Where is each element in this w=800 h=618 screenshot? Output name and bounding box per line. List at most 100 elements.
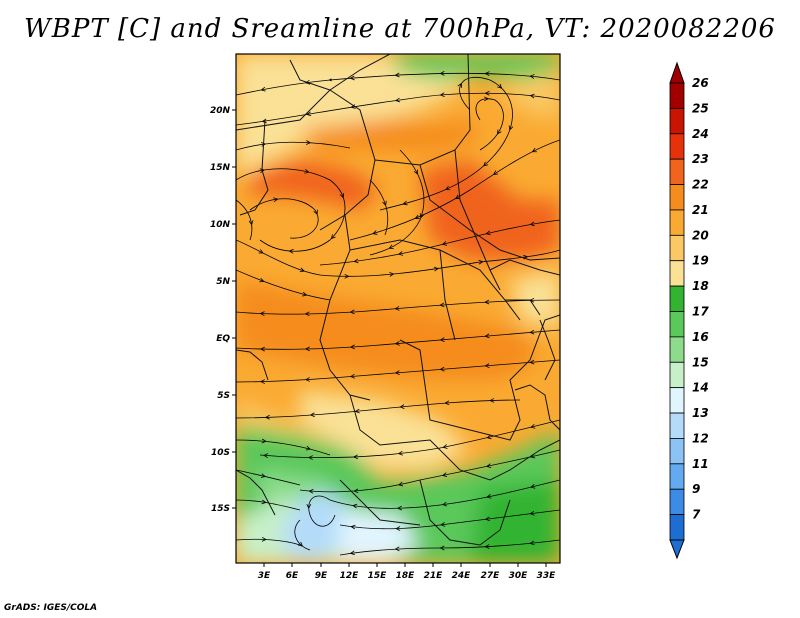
colorbar-label: 19 <box>692 254 709 268</box>
streamline-arrow <box>489 398 495 403</box>
streamlines <box>236 71 560 556</box>
colorbar-swatch <box>669 438 685 465</box>
map-frame <box>235 53 561 564</box>
streamline-arrow <box>382 200 387 206</box>
streamline-arrow <box>273 197 278 202</box>
colorbar-label: 21 <box>692 203 709 217</box>
streamline-arrow <box>261 499 267 505</box>
streamline-arrow <box>529 359 535 365</box>
lon-tick-label: 30E <box>509 571 529 581</box>
streamline-arrow <box>397 505 403 511</box>
streamline-arrow <box>260 346 265 352</box>
latitude-axis: 20N 15N 10N 5N EQ 5S 10S 15S <box>210 106 236 514</box>
colorbar-label: 14 <box>692 381 709 395</box>
colorbar-label: 11 <box>692 457 709 471</box>
longitude-axis: 3E 6E 9E 12E 15E 18E 21E 24E 27E 30E 33E <box>258 563 556 581</box>
lon-tick-label: 12E <box>340 571 360 581</box>
streamline-arrow <box>350 524 356 530</box>
streamline-arrow <box>440 71 445 76</box>
colorbar-label: 26 <box>692 76 709 90</box>
streamline-arrow <box>442 501 447 507</box>
streamline-arrow <box>389 272 394 277</box>
streamline-arrow <box>261 536 267 542</box>
colorbar-swatch <box>669 412 685 439</box>
streamline-arrow <box>442 444 448 449</box>
streamline-arrow <box>485 363 490 368</box>
lat-tick-label: 10N <box>210 220 231 230</box>
streamline-arrow <box>261 86 266 92</box>
streamline-arrow <box>353 454 359 460</box>
lat-tick-label: 5S <box>217 391 230 401</box>
lon-tick-label: 18E <box>396 571 416 581</box>
streamline-arrow <box>395 72 400 78</box>
colorbar-swatch <box>669 361 685 389</box>
colorbar-bottom-arrow <box>669 539 685 560</box>
streamline-arrow <box>529 329 535 335</box>
streamline-arrow <box>353 488 359 494</box>
streamline-arrow <box>486 463 492 468</box>
colorbar-swatch <box>669 285 685 312</box>
streamline-arrow <box>309 488 314 494</box>
lon-tick-label: 27E <box>481 571 501 581</box>
streamline-arrow <box>289 248 294 254</box>
streamline-arrow <box>350 373 355 379</box>
streamline-arrow <box>530 221 535 227</box>
streamline-arrow <box>355 408 360 414</box>
colorbar-label: 20 <box>692 228 709 242</box>
streamline-arrow <box>478 259 483 265</box>
lat-tick-label: 10S <box>211 448 230 458</box>
streamline-arrow <box>485 71 490 76</box>
colorbar-label: 18 <box>692 279 709 293</box>
streamline-arrow <box>388 244 394 249</box>
streamline-arrow <box>306 503 312 509</box>
streamline-arrow <box>483 96 489 102</box>
footer-credit: GrADS: IGES/COLA <box>4 603 98 613</box>
streamline-arrow <box>530 424 536 429</box>
streamline-arrow <box>258 249 264 254</box>
streamline-arrow <box>433 266 439 272</box>
streamline-arrow <box>497 129 502 135</box>
streamline-arrow <box>344 273 349 279</box>
colorbar-swatch <box>669 158 685 185</box>
streamline-arrow <box>485 544 490 549</box>
colorbar-label: 17 <box>692 305 709 319</box>
streamline-arrow <box>493 170 499 175</box>
streamline-arrow <box>297 541 303 547</box>
streamline-arrow <box>305 346 310 352</box>
lat-tick-label: 20N <box>210 106 231 116</box>
streamline-arrow <box>497 83 502 89</box>
streamline-arrow <box>305 445 311 451</box>
streamline-arrow <box>308 455 313 460</box>
lon-tick-label: 6E <box>286 571 299 581</box>
colorbar-label: 16 <box>692 330 709 344</box>
colorbar-swatch <box>669 311 685 338</box>
lat-tick-label: EQ <box>216 334 230 344</box>
colorbar-swatch <box>669 133 685 160</box>
streamline-arrow <box>395 306 400 311</box>
streamline-arrow <box>313 209 318 215</box>
streamline-arrow <box>402 200 408 206</box>
streamline-arrow <box>440 92 445 98</box>
streamline-arrow <box>260 473 266 478</box>
streamline-arrow <box>350 344 355 350</box>
streamline-arrow <box>259 277 265 283</box>
streamline-arrow <box>306 140 311 145</box>
streamline-arrow <box>486 230 491 236</box>
streamline-arrow <box>395 341 400 346</box>
lon-tick-label: 15E <box>368 571 388 581</box>
streamline-arrow <box>310 412 315 418</box>
streamline-arrow <box>304 169 309 174</box>
streamline-arrow <box>529 540 535 546</box>
streamline-arrow <box>485 90 490 96</box>
streamline-arrow <box>485 333 490 339</box>
streamline-arrow <box>398 251 404 256</box>
colorbar-swatch <box>669 514 685 541</box>
streamline-arrow <box>457 83 462 88</box>
colorbar-swatch <box>669 209 685 236</box>
lat-tick-label: 15N <box>210 163 231 173</box>
streamline-arrow <box>398 481 404 487</box>
streamline-arrow <box>305 377 311 382</box>
colorbar-swatch <box>669 336 685 363</box>
streamline-arrow <box>442 472 448 478</box>
streamline-arrow <box>523 254 528 260</box>
